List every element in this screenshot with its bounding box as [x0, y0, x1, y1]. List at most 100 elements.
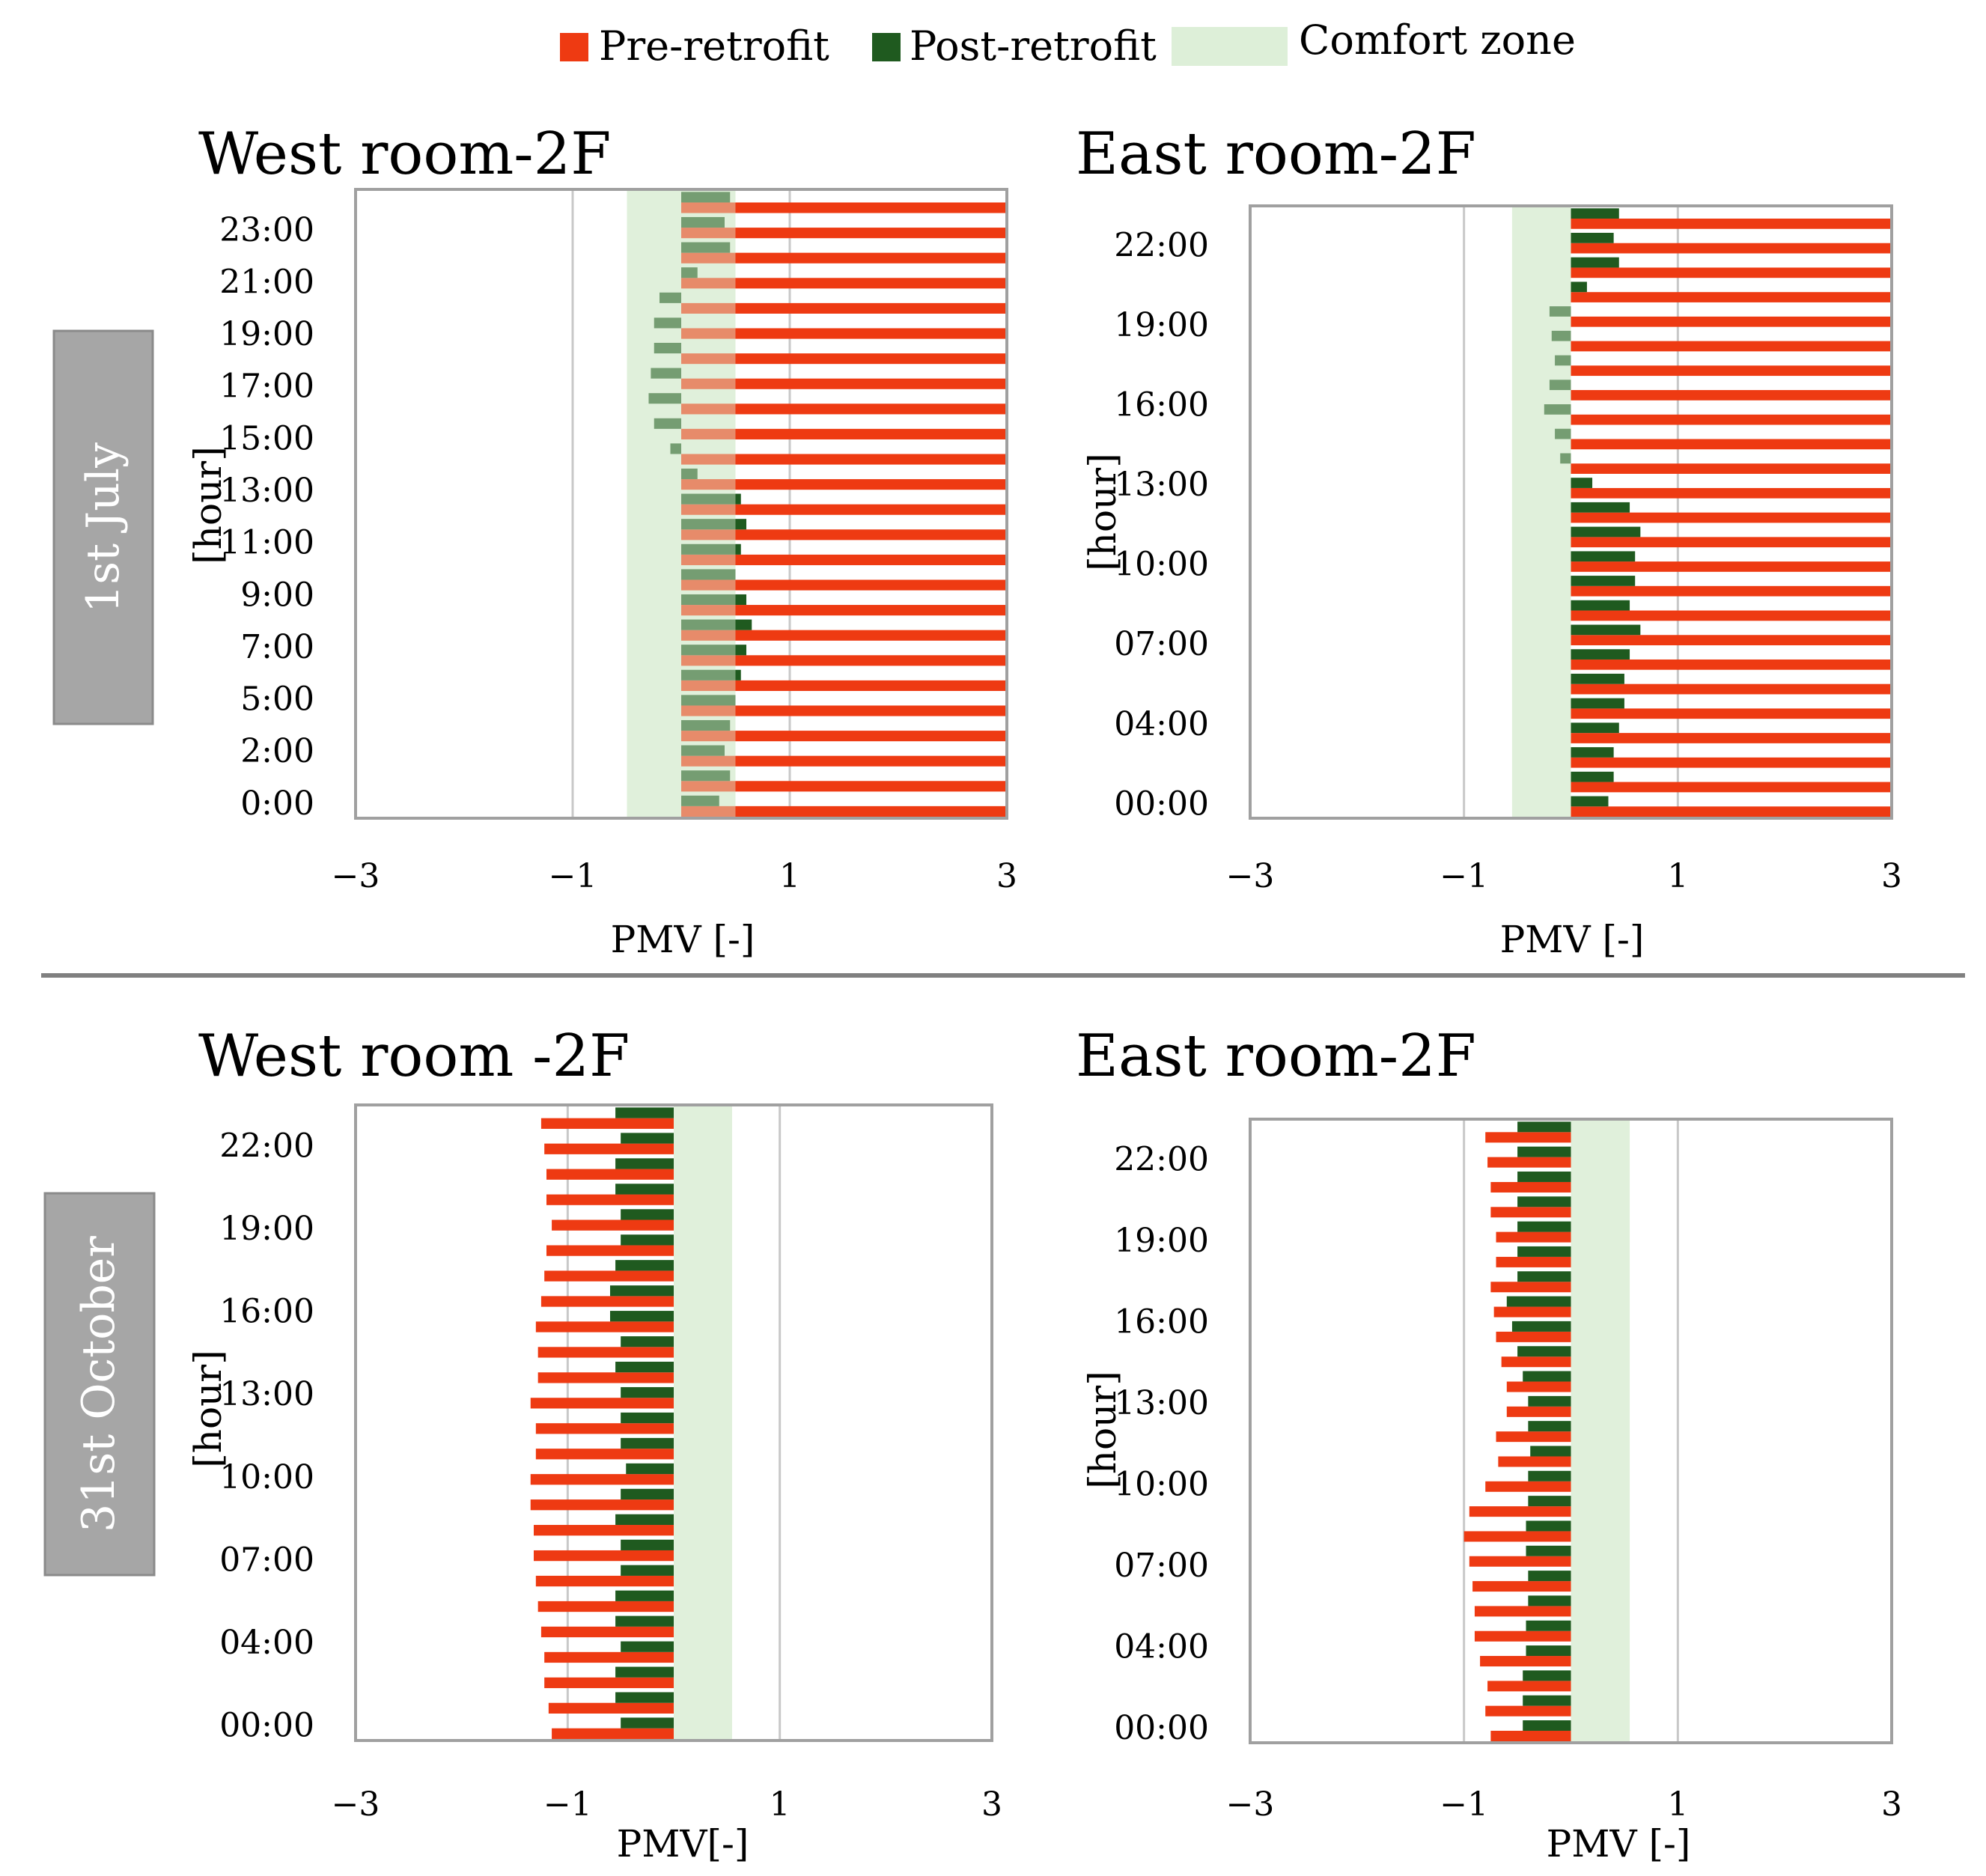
bar-pre-retrofit	[1571, 341, 1892, 352]
bar-pre-retrofit	[1474, 1630, 1571, 1642]
bar-pre-retrofit	[681, 403, 1007, 415]
bar-post-retrofit	[681, 695, 736, 706]
bar-post-retrofit	[1571, 771, 1614, 782]
bar-pre-retrofit	[1571, 585, 1892, 597]
y-tick-label: 07:00	[219, 1541, 314, 1579]
bar-post-retrofit	[1571, 649, 1630, 660]
bar-pre-retrofit	[681, 529, 1007, 540]
panel-east-july: East room-2F 00:00 04:00 07:00 10:00 13:00 16:…	[1076, 121, 1902, 961]
bar-pre-retrofit	[544, 1677, 674, 1689]
y-tick-label: 7:00	[240, 628, 314, 666]
bar-pre-retrofit	[681, 630, 1007, 641]
bar-pre-retrofit	[1496, 1231, 1571, 1243]
legend-swatch-pre	[560, 33, 588, 61]
bar-post-retrofit	[670, 443, 681, 454]
bar-post-retrofit	[660, 292, 681, 303]
bar-post-retrofit	[1526, 1620, 1571, 1631]
y-tick-label: 21:00	[219, 263, 314, 301]
bar-post-retrofit	[1571, 502, 1630, 513]
bar-post-retrofit	[615, 1184, 674, 1195]
bar-post-retrofit	[681, 795, 719, 806]
bar-pre-retrofit	[681, 579, 1007, 591]
bar-post-retrofit	[621, 1234, 674, 1246]
bar-post-retrofit	[1517, 1246, 1571, 1257]
bar-pre-retrofit	[681, 705, 1007, 716]
bar-post-retrofit	[621, 1565, 674, 1576]
bar-post-retrofit	[681, 619, 752, 630]
bar-post-retrofit	[1571, 526, 1641, 537]
bar-pre-retrofit	[1571, 243, 1892, 254]
bar-pre-retrofit	[530, 1398, 674, 1409]
row-label-july: 1st July	[52, 329, 154, 725]
bar-pre-retrofit	[1571, 757, 1892, 768]
bar-post-retrofit	[1528, 1470, 1571, 1481]
bar-pre-retrofit	[1571, 659, 1892, 670]
bar-pre-retrofit	[1463, 1531, 1571, 1542]
bar-pre-retrofit	[681, 428, 1007, 439]
bar-pre-retrofit	[534, 1525, 674, 1536]
x-tick-label: 3	[981, 1785, 1002, 1824]
bar-post-retrofit	[681, 719, 731, 731]
legend-swatch-post	[872, 33, 901, 61]
bar-pre-retrofit	[535, 1423, 674, 1434]
bar-post-retrofit	[615, 1590, 674, 1601]
bar-pre-retrofit	[681, 479, 1007, 490]
y-tick-label: 11:00	[219, 524, 314, 562]
bar-pre-retrofit	[681, 755, 1007, 767]
y-tick-label: 19:00	[1114, 1222, 1209, 1260]
date-text-october: 31st October	[73, 1236, 125, 1532]
bar-post-retrofit	[1555, 428, 1571, 439]
bar-pre-retrofit	[534, 1550, 674, 1562]
bar-post-retrofit	[681, 216, 725, 228]
y-tick-label: 22:00	[1114, 1140, 1209, 1178]
x-tick-label: −1	[543, 1785, 592, 1824]
x-axis-label: PMV [-]	[1500, 918, 1645, 961]
bar-post-retrofit	[621, 1488, 674, 1500]
bar-post-retrofit	[1571, 796, 1609, 807]
y-tick-label: 22:00	[1114, 226, 1209, 264]
bar-post-retrofit	[681, 493, 741, 505]
bar-pre-retrofit	[1474, 1606, 1571, 1617]
bar-pre-retrofit	[681, 228, 1007, 239]
bar-post-retrofit	[1571, 478, 1593, 488]
y-tick-label: 16:00	[1114, 1303, 1209, 1341]
bar-post-retrofit	[615, 1615, 674, 1627]
panel-west-july: West room-2F 0:00 2:00 5:00 7:00 9:00 11:00 13:…	[186, 121, 1017, 961]
bar-post-retrofit	[681, 519, 746, 530]
bar-post-retrofit	[654, 342, 681, 354]
bar-pre-retrofit	[535, 1449, 674, 1460]
bar-post-retrofit	[1549, 380, 1571, 391]
bar-pre-retrofit	[537, 1372, 674, 1383]
panel-title: West room -2F	[198, 1023, 630, 1090]
bar-post-retrofit	[654, 418, 681, 429]
bar-post-retrofit	[615, 1666, 674, 1678]
bar-pre-retrofit	[681, 353, 1007, 365]
bar-pre-retrofit	[1493, 1306, 1571, 1318]
bar-pre-retrofit	[681, 454, 1007, 465]
bar-pre-retrofit	[540, 1626, 674, 1638]
bar-post-retrofit	[621, 1336, 674, 1347]
bar-post-retrofit	[1517, 1121, 1571, 1133]
bar-pre-retrofit	[1571, 806, 1892, 817]
bar-pre-retrofit	[552, 1728, 674, 1739]
bar-pre-retrofit	[1472, 1581, 1571, 1592]
bar-post-retrofit	[1528, 1595, 1571, 1607]
bar-pre-retrofit	[681, 731, 1007, 742]
bar-post-retrofit	[1517, 1346, 1571, 1357]
bar-pre-retrofit	[537, 1347, 674, 1358]
bar-post-retrofit	[1571, 576, 1636, 586]
bar-post-retrofit	[615, 1692, 674, 1703]
plot-frame	[1249, 204, 1893, 820]
bar-post-retrofit	[621, 1386, 674, 1398]
y-tick-label: 2:00	[240, 732, 314, 770]
bar-pre-retrofit	[1571, 365, 1892, 377]
bar-post-retrofit	[1517, 1196, 1571, 1207]
y-tick-label: 10:00	[219, 1458, 314, 1496]
bar-pre-retrofit	[1480, 1656, 1571, 1667]
y-tick-label: 15:00	[219, 419, 314, 457]
bar-post-retrofit	[1528, 1395, 1571, 1407]
bar-pre-retrofit	[1571, 708, 1892, 719]
bar-post-retrofit	[1517, 1271, 1571, 1282]
bar-post-retrofit	[1551, 330, 1571, 341]
